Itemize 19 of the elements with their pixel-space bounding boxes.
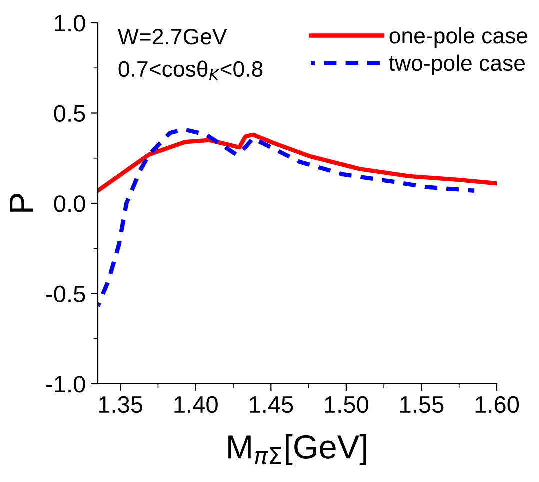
x-tick-label: 1.55: [400, 396, 444, 414]
x-tick-label: 1.45: [250, 396, 294, 414]
legend-label: two-pole case: [389, 54, 525, 76]
x-tick-label: 1.40: [174, 396, 218, 414]
y-axis-title: P: [10, 194, 34, 212]
line-series: [98, 127, 476, 308]
annotation: W=2.7GeV: [118, 29, 228, 45]
y-tick-label: -0.5: [46, 286, 86, 303]
line-series: [98, 132, 497, 193]
x-tick-label: 1.35: [99, 396, 143, 414]
legend-label: one-pole case: [390, 27, 528, 48]
y-tick-label: 0.0: [54, 196, 86, 212]
annotation: 0.7<cosθ$_{K}$<0.8: [118, 60, 263, 81]
y-tick-label: 1.0: [55, 15, 86, 32]
y-tick-label: 0.5: [54, 105, 86, 122]
x-tick-label: 1.50: [325, 396, 368, 414]
y-tick-label: -1.0: [46, 376, 86, 393]
x-axis-title: M$_{πΣ}$[GeV]: [228, 434, 366, 466]
x-tick-label: 1.60: [476, 396, 520, 414]
